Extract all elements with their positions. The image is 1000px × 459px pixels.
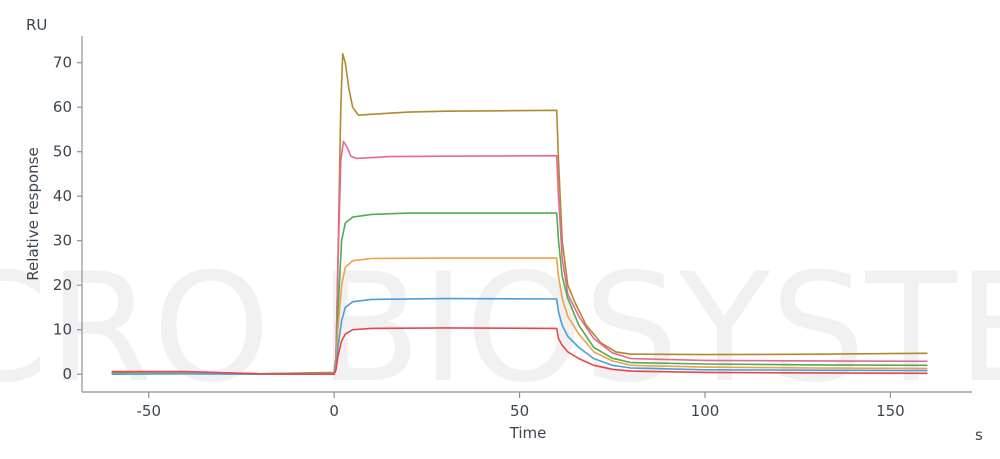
y-axis-title: Relative response — [24, 147, 42, 280]
series-line-6 — [111, 327, 928, 375]
x-axis-title: Time — [509, 424, 547, 442]
x-unit-label: s — [975, 426, 983, 444]
ticks: 0 10 20 30 40 50 60 70 -50 0 50 100 150 — [53, 54, 905, 420]
x-tick-label: 0 — [329, 402, 339, 420]
y-tick-label: 60 — [53, 98, 72, 116]
y-tick-label: 30 — [53, 232, 72, 250]
y-tick-label: 40 — [53, 187, 72, 205]
y-tick-label: 50 — [53, 143, 72, 161]
y-tick-label: 20 — [53, 276, 72, 294]
y-tick-label: 70 — [53, 54, 72, 72]
x-tick-label: 100 — [691, 402, 720, 420]
series-layer — [111, 53, 928, 375]
watermark: ACRO BIOSYSTEMS — [0, 242, 1000, 416]
y-tick-label: 10 — [53, 321, 72, 339]
axes — [81, 36, 972, 393]
y-tick-label: 0 — [62, 365, 72, 383]
x-tick-label: 150 — [876, 402, 905, 420]
watermark-text: ACRO BIOSYSTEMS — [0, 242, 1000, 416]
y-unit-label: RU — [26, 16, 47, 34]
x-tick-label: 50 — [510, 402, 529, 420]
x-tick-label: -50 — [137, 402, 162, 420]
